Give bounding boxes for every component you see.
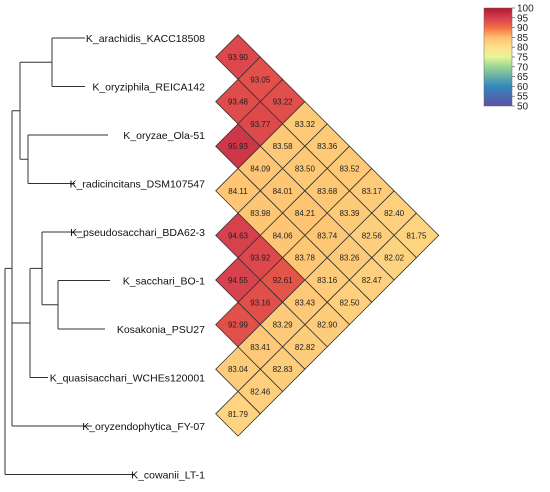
legend-tick-label: 75 bbox=[517, 53, 529, 64]
taxon-label: K_quasisacchari_WCHEs120001 bbox=[50, 373, 205, 385]
cell-value-label: 83.41 bbox=[250, 343, 271, 352]
cell-value-label: 81.79 bbox=[228, 410, 249, 419]
legend-tick-label: 65 bbox=[517, 72, 529, 83]
cell-value-label: 82.46 bbox=[250, 388, 271, 397]
legend-tick-label: 70 bbox=[517, 62, 529, 73]
heatmap-cells: 93.90 93.05 93.48 93.22 93.77 83.32 95.93 83.58… bbox=[215, 34, 440, 437]
taxon-label: K_pseudosacchari_BDA62-3 bbox=[70, 227, 205, 239]
cell-value-label: 83.04 bbox=[228, 365, 249, 374]
leaf-labels: K_arachidis_KACC18508 K_oryziphila_REICA1… bbox=[50, 33, 205, 482]
taxon-label: K_radicincitans_DSM107547 bbox=[70, 179, 206, 191]
cell-value-label: 94.63 bbox=[228, 231, 249, 240]
cell-value-label: 93.48 bbox=[228, 98, 249, 107]
cell-value-label: 83.32 bbox=[295, 120, 316, 129]
cell-value-label: 83.98 bbox=[250, 209, 271, 218]
cell-value-label: 82.47 bbox=[362, 276, 383, 285]
taxon-label: K_arachidis_KACC18508 bbox=[86, 33, 205, 45]
cell-value-label: 83.68 bbox=[317, 187, 338, 196]
cell-value-label: 93.22 bbox=[273, 98, 294, 107]
cell-value-label: 83.26 bbox=[339, 254, 360, 263]
cell-value-label: 82.90 bbox=[317, 321, 338, 330]
taxon-label: K_oryziphila_REICA142 bbox=[92, 82, 205, 94]
cell-value-label: 83.52 bbox=[339, 165, 360, 174]
taxon-label: K_sacchari_BO-1 bbox=[123, 276, 205, 288]
cell-value-label: 84.06 bbox=[273, 231, 294, 240]
cell-value-label: 84.21 bbox=[295, 209, 316, 218]
cell-value-label: 83.74 bbox=[317, 231, 338, 240]
cell-value-label: 82.50 bbox=[339, 298, 360, 307]
cell-value-label: 83.58 bbox=[273, 142, 294, 151]
cell-value-label: 84.01 bbox=[273, 187, 294, 196]
cell-value-label: 93.05 bbox=[250, 75, 271, 84]
cell-value-label: 92.99 bbox=[228, 321, 249, 330]
legend-tick-label: 100 bbox=[517, 4, 534, 15]
cell-value-label: 82.02 bbox=[384, 254, 405, 263]
legend-tick-label: 85 bbox=[517, 33, 529, 44]
cell-value-label: 83.16 bbox=[317, 276, 338, 285]
cell-value-label: 94.55 bbox=[228, 276, 249, 285]
cell-value-label: 82.83 bbox=[273, 365, 294, 374]
taxon-label: K_cowanii_LT-1 bbox=[131, 470, 205, 482]
cell-value-label: 93.92 bbox=[250, 254, 271, 263]
taxon-label: K_oryzae_Ola-51 bbox=[123, 130, 205, 142]
cell-value-label: 83.29 bbox=[273, 321, 294, 330]
dendrogram bbox=[4, 37, 135, 475]
legend-tick-label: 90 bbox=[517, 23, 529, 34]
cell-value-label: 83.36 bbox=[317, 142, 338, 151]
legend-tick-label: 80 bbox=[517, 43, 529, 54]
cell-value-label: 83.39 bbox=[339, 209, 360, 218]
legend-tick-label: 55 bbox=[517, 92, 529, 103]
legend-tick-label: 50 bbox=[517, 102, 529, 113]
cell-value-label: 95.93 bbox=[228, 142, 249, 151]
cell-value-label: 84.09 bbox=[250, 165, 271, 174]
cell-value-label: 83.78 bbox=[295, 254, 316, 263]
cell-value-label: 92.61 bbox=[273, 276, 294, 285]
heatmap-cell bbox=[215, 390, 261, 437]
cell-value-label: 82.56 bbox=[362, 231, 383, 240]
legend-tick-label: 95 bbox=[517, 13, 529, 24]
cell-value-label: 93.16 bbox=[250, 298, 271, 307]
legend-tick-label: 60 bbox=[517, 82, 529, 93]
cell-value-label: 82.40 bbox=[384, 209, 405, 218]
cell-value-label: 83.50 bbox=[295, 165, 316, 174]
taxon-label: K_oryzendophytica_FY-07 bbox=[82, 421, 205, 433]
taxon-label: Kosakonia_PSU27 bbox=[117, 324, 205, 336]
cell-value-label: 83.17 bbox=[362, 187, 383, 196]
cell-value-label: 81.75 bbox=[406, 231, 427, 240]
cell-value-label: 82.82 bbox=[295, 343, 316, 352]
legend-color-bar bbox=[483, 7, 513, 107]
cell-value-label: 83.43 bbox=[295, 298, 316, 307]
cell-value-label: 84.11 bbox=[228, 187, 248, 196]
cell-value-label: 93.90 bbox=[228, 53, 249, 62]
cell-value-label: 93.77 bbox=[250, 120, 271, 129]
